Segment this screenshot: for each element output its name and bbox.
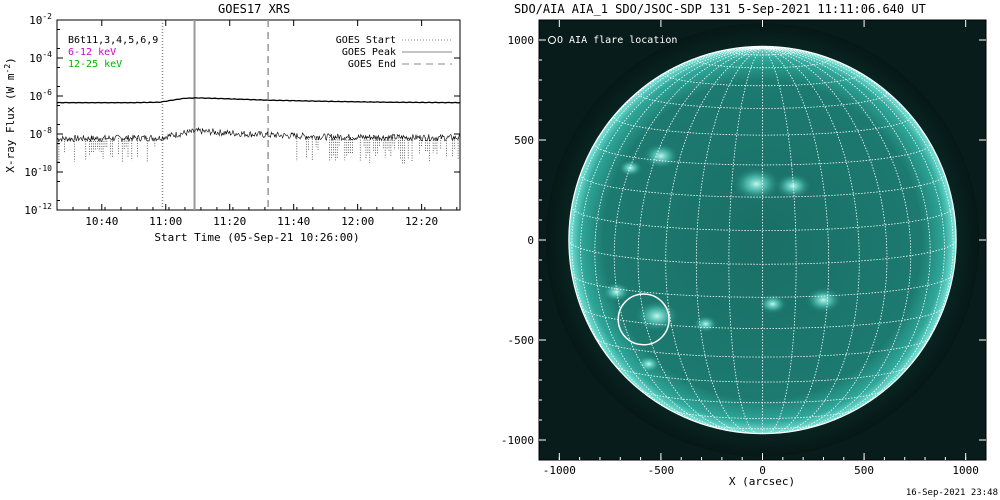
longitude-gridline bbox=[613, 47, 763, 432]
goes-y-tick-label: 10-4 bbox=[29, 50, 52, 65]
active-region-glow bbox=[774, 173, 812, 199]
goes-x-tick-label: 12:00 bbox=[341, 215, 374, 228]
goes-y-tick-label: 10-8 bbox=[29, 126, 52, 141]
longitude-gridline bbox=[665, 47, 763, 434]
aia-x-tick-label: 0 bbox=[759, 464, 766, 477]
longitude-gridline bbox=[762, 47, 860, 434]
active-region-glow bbox=[758, 294, 787, 314]
goes-x-tick-label: 11:40 bbox=[277, 215, 310, 228]
goes-x-tick-label: 11:20 bbox=[213, 215, 246, 228]
active-region-glow bbox=[636, 355, 661, 373]
goes-plot-frame bbox=[56, 19, 461, 211]
goes-x-tick-label: 10:40 bbox=[85, 215, 118, 228]
aia-x-tick-label: 500 bbox=[854, 464, 874, 477]
longitude-gridline bbox=[762, 47, 912, 432]
aia-x-tick-label: -1000 bbox=[543, 464, 576, 477]
longitude-gridline bbox=[571, 47, 763, 393]
goes-x-tick-label: 11:00 bbox=[149, 215, 182, 228]
aia-image-title: SDO/AIA AIA_1 SDO/JSOC-SDP 131 5-Sep-202… bbox=[514, 2, 926, 16]
goes-legend-right-item: GOES Start bbox=[336, 35, 396, 46]
solar-disk bbox=[568, 46, 957, 434]
goes-legend-left-item: 12-25 keV bbox=[68, 59, 122, 70]
solar-limb-circle bbox=[568, 45, 957, 435]
active-region-glow bbox=[805, 287, 842, 313]
longitude-gridline bbox=[762, 47, 888, 433]
flare-location-legend: O AIA flare location bbox=[557, 35, 677, 46]
active-region-glow bbox=[642, 143, 680, 169]
goes-y-axis-label: X-ray Flux (W m-2) bbox=[3, 57, 17, 173]
goes-legend-left-item: 6-12 keV bbox=[68, 47, 116, 58]
longitude-gridline bbox=[762, 47, 957, 241]
latitude-gridline bbox=[695, 56, 830, 69]
goes-legend-right-item: GOES Peak bbox=[342, 47, 396, 58]
aia-x-tick-label: 1000 bbox=[952, 464, 979, 477]
longitude-gridline bbox=[762, 47, 931, 430]
goes-legend-right-item: GOES End bbox=[348, 59, 396, 70]
longitude-gridline bbox=[580, 47, 763, 423]
active-region-glow bbox=[732, 166, 781, 202]
goes-series-long bbox=[56, 97, 461, 104]
latitude-gridline bbox=[594, 142, 931, 166]
longitude-gridline bbox=[762, 47, 830, 434]
goes-y-tick-label: 10-6 bbox=[29, 88, 52, 103]
goes-y-tick-label: 10-12 bbox=[24, 202, 52, 217]
longitude-gridline bbox=[568, 47, 763, 241]
aia-y-tick-label: 500 bbox=[514, 134, 534, 147]
longitude-gridline bbox=[762, 47, 945, 423]
latitude-gridline bbox=[580, 306, 945, 329]
goes-y-tick-label: 10-10 bbox=[24, 164, 52, 179]
goes-legend-left-item: B6t11,3,4,5,6,9 bbox=[68, 35, 158, 46]
longitude-gridline bbox=[728, 47, 763, 434]
longitude-gridline bbox=[637, 47, 763, 433]
aia-y-tick-label: 1000 bbox=[508, 34, 535, 47]
active-region-glow bbox=[693, 315, 718, 333]
longitude-gridline bbox=[594, 47, 763, 430]
latitude-gridline bbox=[571, 206, 954, 231]
footer-timestamp: 16-Sep-2021 23:48 bbox=[905, 488, 998, 498]
active-region-glow bbox=[601, 282, 631, 302]
goes-x-axis-label: Start Time (05-Sep-21 10:26:00) bbox=[154, 231, 359, 244]
longitude-gridline bbox=[762, 47, 797, 434]
active-region-glow bbox=[634, 300, 680, 332]
goes-y-tick-label: 10-2 bbox=[29, 12, 52, 27]
latitude-gridline bbox=[665, 70, 860, 87]
flare-legend-circle-icon bbox=[548, 36, 556, 44]
aia-y-tick-label: -500 bbox=[508, 334, 535, 347]
goes-x-tick-label: 12:20 bbox=[405, 215, 438, 228]
active-region-glow bbox=[618, 159, 643, 177]
flare-location-marker bbox=[617, 293, 670, 346]
aia-y-tick-label: 0 bbox=[527, 234, 534, 247]
aia-x-tick-label: -500 bbox=[648, 464, 675, 477]
goes-xrs-chart: 10:40 11:00 11:20 11:40 12:00 12:20 10-2 10-4 10… bbox=[3, 12, 461, 244]
aia-x-axis-label: X (arcsec) bbox=[729, 475, 795, 488]
longitude-gridline bbox=[695, 47, 763, 434]
goes-chart-title: GOES17 XRS bbox=[218, 2, 291, 16]
goes-series-short bbox=[56, 126, 461, 143]
aia-y-tick-label: -1000 bbox=[501, 434, 534, 447]
longitude-gridline bbox=[762, 47, 954, 393]
